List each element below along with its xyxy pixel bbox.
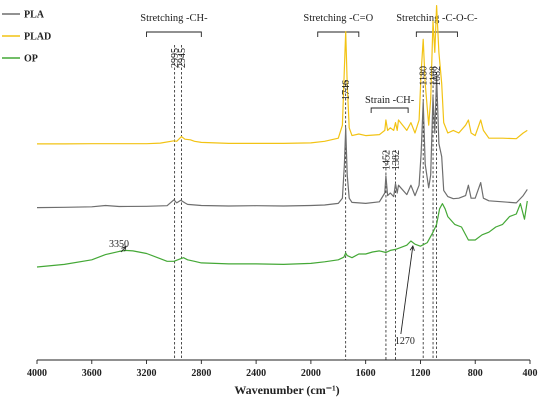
bracket-strain-ch- <box>370 107 409 113</box>
x-axis-label: Wavenumber (cm⁻¹) <box>234 383 339 397</box>
legend-label-pla: PLA <box>24 10 45 21</box>
peak-label-1180: 1180 <box>419 66 430 86</box>
legend-label-plad: PLAD <box>24 32 51 43</box>
x-tick-label-800: 800 <box>468 368 483 379</box>
x-tick-label-3600: 3600 <box>82 368 102 379</box>
legend-label-op: OP <box>24 54 38 65</box>
x-tick-label-2000: 2000 <box>301 368 321 379</box>
peak-label-2995: 2995 <box>170 48 181 68</box>
bracket-stretching-c-o-c- <box>415 31 458 37</box>
x-tick-label-4000: 4000 <box>27 368 47 379</box>
x-tick-label-2400: 2400 <box>246 368 266 379</box>
peak-label-1082: 1082 <box>432 66 443 86</box>
series-line-op <box>36 200 528 268</box>
bracket-stretching-ch- <box>146 31 202 37</box>
series-lines <box>36 5 528 268</box>
peak-label-1452: 1452 <box>381 150 392 170</box>
x-axis: 4000 3600 3200 2800 2400 2000 1600 1200 800 400 <box>27 359 538 379</box>
peak-label-2945: 2945 <box>177 48 188 68</box>
series-line-pla <box>36 75 528 209</box>
x-tick-label-1600: 1600 <box>356 368 376 379</box>
x-tick-label-2800: 2800 <box>191 368 211 379</box>
group-label-strain-ch-: Strain -CH- <box>365 95 415 106</box>
x-tick-label-3200: 3200 <box>137 368 157 379</box>
x-tick-label-1200: 1200 <box>410 368 430 379</box>
annotation-arrow-1270 <box>400 245 414 335</box>
series-line-plad <box>37 5 528 145</box>
annotation-label-1270: 1270 <box>395 336 415 347</box>
peak-label-1746: 1746 <box>341 80 352 100</box>
peak-label-1382: 1382 <box>391 150 402 170</box>
annotation-arrowhead-3350 <box>121 245 127 252</box>
reference-lines <box>174 45 438 360</box>
band-group-labels: Stretching -CH- Stretching -C=O Strain -CH… <box>140 13 478 113</box>
annotation-arrowhead-1270 <box>409 245 415 251</box>
peak-label-1108: 1108 <box>429 66 440 86</box>
legend: PLA PLAD OP <box>2 10 51 65</box>
x-tick-label-400: 400 <box>523 368 538 379</box>
annotation-label-3350: 3350 <box>109 239 129 250</box>
annotations: 3350 1270 <box>109 239 415 347</box>
group-label-stretching-c-o: Stretching -C=O <box>303 13 373 24</box>
group-label-stretching-ch-: Stretching -CH- <box>140 13 208 24</box>
annotation-arrow-3350 <box>120 246 127 253</box>
bracket-stretching-c-o <box>317 31 360 37</box>
